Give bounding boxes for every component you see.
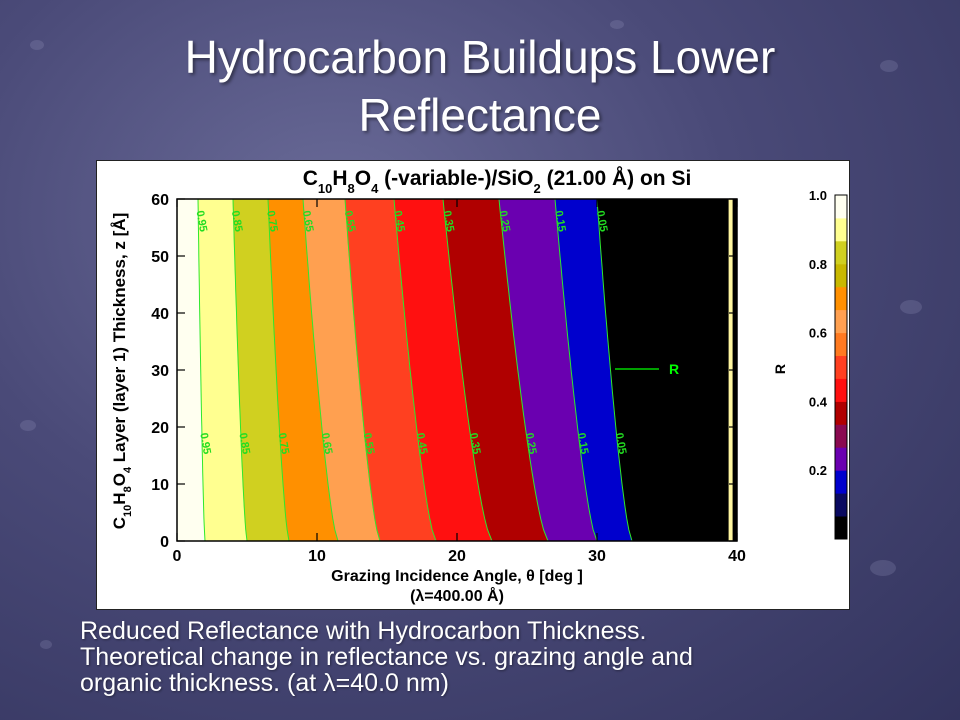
y-tick-label: 10 <box>151 477 169 494</box>
caption-line-2: Theoretical change in reflectance vs. gr… <box>80 643 693 671</box>
colorbar-swatch <box>835 286 847 311</box>
contour-line <box>596 199 633 541</box>
contour-label: 0.55 <box>361 432 377 455</box>
colorbar-swatch <box>835 447 847 471</box>
background-dot <box>880 60 898 72</box>
y-tick-label: 30 <box>151 363 169 380</box>
colorbar-swatch <box>835 263 847 288</box>
contour-label: 0.85 <box>236 432 252 455</box>
colorbar-tick-label: 0.8 <box>809 257 827 272</box>
contour-label: 0.65 <box>300 210 316 233</box>
contour-line <box>232 199 248 541</box>
x-axis-label: Grazing Incidence Angle, θ [deg ] <box>331 568 583 585</box>
contour-layer: 0.95 0.95 0.85 0.85 0.75 0.75 0.65 0.65 0.55 0.55… <box>194 199 633 541</box>
colorbar-border <box>834 194 848 540</box>
slide-title: Hydrocarbon Buildups Lower Reflectance <box>60 28 900 144</box>
colorbar-label: R <box>772 364 788 374</box>
colorbar-swatch <box>835 516 847 540</box>
contour-label: 0.85 <box>229 210 245 233</box>
contour-label: 0.25 <box>496 210 512 233</box>
x-tick-label: 30 <box>588 548 606 565</box>
contour-label: 0.75 <box>275 432 291 455</box>
background-dot <box>610 20 624 29</box>
colorbar-tick-label: 1.0 <box>809 188 827 203</box>
axes: 0 10 20 30 40 0 10 20 30 40 50 60 <box>151 192 746 565</box>
heatmap-layer <box>177 199 737 541</box>
colorbar-tick-label: 0.4 <box>809 394 828 409</box>
contour-line <box>442 199 493 541</box>
background-dot <box>30 40 44 50</box>
contour-label: 0.65 <box>319 432 335 455</box>
colorbar-swatch <box>835 470 847 494</box>
contour-label: 0.75 <box>264 210 280 233</box>
colorbar-swatch <box>835 493 847 517</box>
y-tick-label: 0 <box>160 534 169 551</box>
colorbar-tick-label: 0.2 <box>809 463 827 478</box>
contour-line <box>554 199 598 541</box>
slide-title-line-2: Reflectance <box>358 89 602 141</box>
colorbar-tick-label: 0.6 <box>809 326 827 341</box>
colorbar-swatch <box>835 217 847 242</box>
contour-label: 0.05 <box>613 432 629 455</box>
caption-line-1: Reduced Reflectance with Hydrocarbon Thi… <box>80 617 647 645</box>
contour-label: 0.45 <box>391 210 407 233</box>
y-axis-label: C10H8O4 Layer (layer 1) Thickness, z [Å] <box>110 213 134 529</box>
contour-label: 0.15 <box>552 210 568 233</box>
x-tick-label: 10 <box>308 548 326 565</box>
colorbar-swatch <box>835 355 847 379</box>
x-tick-label: 0 <box>173 548 182 565</box>
contour-label: 0.35 <box>467 432 483 455</box>
contour-line <box>267 199 290 541</box>
contour-line <box>498 199 549 541</box>
caption-line-3: organic thickness. (at λ=40.0 nm) <box>80 669 449 697</box>
colorbar-swatch <box>835 195 847 219</box>
contour-label: 0.45 <box>414 432 430 455</box>
background-dot <box>900 300 922 314</box>
x-tick-label: 20 <box>448 548 466 565</box>
y-tick-label: 40 <box>151 306 169 323</box>
contour-label: 0.25 <box>523 432 539 455</box>
y-tick-label: 60 <box>151 192 169 209</box>
colorbar-swatch <box>835 401 847 425</box>
legend-label: R <box>669 361 679 377</box>
colorbar: 0.2 0.4 0.6 0.8 1.0 <box>809 188 848 540</box>
chart-title: C10H8O4 (-variable-)/SiO2 (21.00 Å) on S… <box>303 166 692 196</box>
slide-caption: Reduced Reflectance with Hydrocarbon Thi… <box>80 618 900 696</box>
colorbar-swatch <box>835 332 847 356</box>
colorbar-swatch <box>835 378 847 402</box>
contour-label: 0.95 <box>197 432 213 455</box>
contour-line <box>197 199 206 541</box>
reflectance-figure: C10H8O4 (-variable-)/SiO2 (21.00 Å) on S… <box>96 160 850 610</box>
contour-label: 0.15 <box>575 432 591 455</box>
background-dot <box>20 420 36 431</box>
contour-line <box>302 199 339 541</box>
background-dot <box>40 640 52 649</box>
colorbar-swatch <box>835 424 847 448</box>
background-dot <box>870 560 896 576</box>
y-tick-label: 50 <box>151 249 169 266</box>
contour-label: 0.95 <box>194 210 210 233</box>
colorbar-swatch <box>835 309 847 334</box>
x-axis-sublabel: (λ=400.00 Å) <box>410 586 504 605</box>
y-tick-label: 20 <box>151 420 169 437</box>
x-tick-label: 40 <box>728 548 746 565</box>
reflectance-heatmap-chart: C10H8O4 (-variable-)/SiO2 (21.00 Å) on S… <box>110 166 848 605</box>
contour-line <box>344 199 381 541</box>
colorbar-swatch <box>835 240 847 265</box>
contour-label: 0.35 <box>440 210 456 233</box>
slide-title-line-1: Hydrocarbon Buildups Lower <box>184 31 776 83</box>
contour-label: 0.05 <box>594 210 610 233</box>
contour-label: 0.55 <box>342 210 358 233</box>
contour-line <box>393 199 437 541</box>
